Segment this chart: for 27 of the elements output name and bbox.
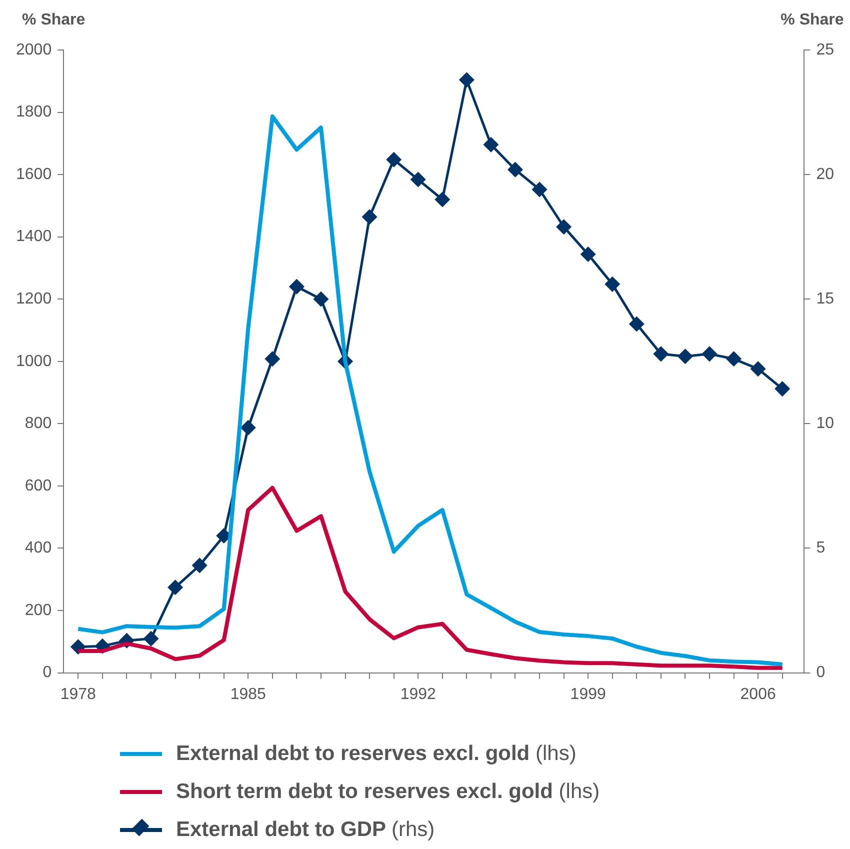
y2-tick-label: 15 (816, 290, 834, 308)
legend-label: External debt to reserves excl. gold (lhs) (176, 742, 576, 766)
y-tick-label: 1000 (16, 352, 52, 370)
y-tick-label: 200 (24, 602, 52, 619)
y2-tick-label: 10 (816, 415, 834, 432)
y-tick-label: 1400 (16, 228, 52, 246)
y-tick-label: 400 (24, 540, 52, 557)
legend-label: Short term debt to reserves excl. gold (lhs) (176, 780, 600, 804)
y-tick-label: 1800 (16, 104, 52, 121)
y-axis-title: % Share (22, 11, 86, 28)
x-tick-label: 2006 (740, 686, 776, 703)
y2-tick-label: 5 (816, 540, 826, 557)
y-tick-label: 0 (42, 664, 52, 682)
x-tick-label: 1978 (60, 686, 96, 703)
legend-label: External debt to GDP (rhs) (176, 818, 435, 842)
x-tick-label: 1992 (400, 686, 436, 703)
y-tick-label: 1600 (16, 166, 52, 183)
y-tick-label: 1200 (16, 290, 52, 308)
x-tick-label: 1999 (570, 686, 606, 703)
y-tick-label: 2000 (16, 41, 52, 58)
y-tick-label: 800 (24, 415, 52, 432)
y2-tick-label: 0 (816, 664, 826, 682)
y2-axis-title: % Share (780, 11, 844, 28)
y2-tick-label: 20 (816, 166, 834, 183)
y2-tick-label: 25 (816, 41, 834, 58)
x-tick-label: 1985 (230, 686, 266, 703)
y-tick-label: 600 (24, 477, 52, 494)
